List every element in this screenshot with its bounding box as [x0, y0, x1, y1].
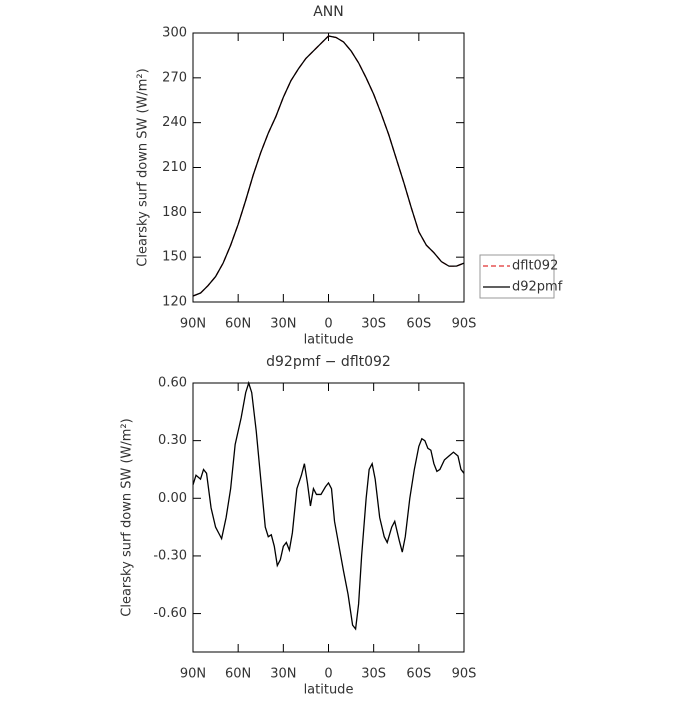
x-tick-label: 30S: [361, 667, 386, 682]
plot-frame: [192, 382, 465, 653]
y-tick-label: 150: [162, 250, 187, 265]
y-tick-label: 0.00: [158, 491, 187, 506]
x-axis-label: latitude: [304, 333, 354, 348]
y-tick-label: 300: [162, 26, 187, 41]
y-axis-label: Clearsky surf down SW (W/m²): [120, 418, 135, 616]
x-tick-label: 60N: [225, 667, 251, 682]
y-tick-label: 210: [162, 160, 187, 175]
x-tick-label: 30N: [270, 317, 296, 332]
legend-label: d92pmf: [512, 280, 563, 295]
y-axis-label: Clearsky surf down SW (W/m²): [136, 68, 151, 266]
x-tick-label: 90N: [180, 317, 206, 332]
legend-label: dflt092: [512, 259, 558, 274]
y-tick-label: 120: [162, 295, 187, 310]
series-line: [192, 380, 465, 631]
x-tick-label: 30N: [270, 667, 296, 682]
legend-box: [479, 254, 555, 299]
plot-frame: [192, 32, 465, 303]
x-tick-label: 60N: [225, 317, 251, 332]
x-tick-label: 90N: [180, 667, 206, 682]
chart-title: d92pmf − dflt092: [266, 354, 391, 370]
x-tick-label: 90S: [452, 667, 477, 682]
series-line: [192, 35, 465, 297]
chart-title: ANN: [313, 4, 344, 20]
x-tick-label: 0: [324, 317, 332, 332]
x-tick-label: 90S: [452, 317, 477, 332]
y-tick-label: 0.30: [158, 433, 187, 448]
x-tick-label: 0: [324, 667, 332, 682]
series-line: [192, 35, 465, 297]
y-tick-label: -0.60: [153, 606, 187, 621]
y-tick-label: 240: [162, 115, 187, 130]
x-tick-label: 60S: [406, 667, 431, 682]
x-tick-label: 60S: [406, 317, 431, 332]
y-tick-label: 270: [162, 70, 187, 85]
y-tick-label: 180: [162, 205, 187, 220]
y-tick-label: -0.30: [153, 548, 187, 563]
x-axis-label: latitude: [304, 683, 354, 698]
x-tick-label: 30S: [361, 317, 386, 332]
y-tick-label: 0.60: [158, 376, 187, 391]
